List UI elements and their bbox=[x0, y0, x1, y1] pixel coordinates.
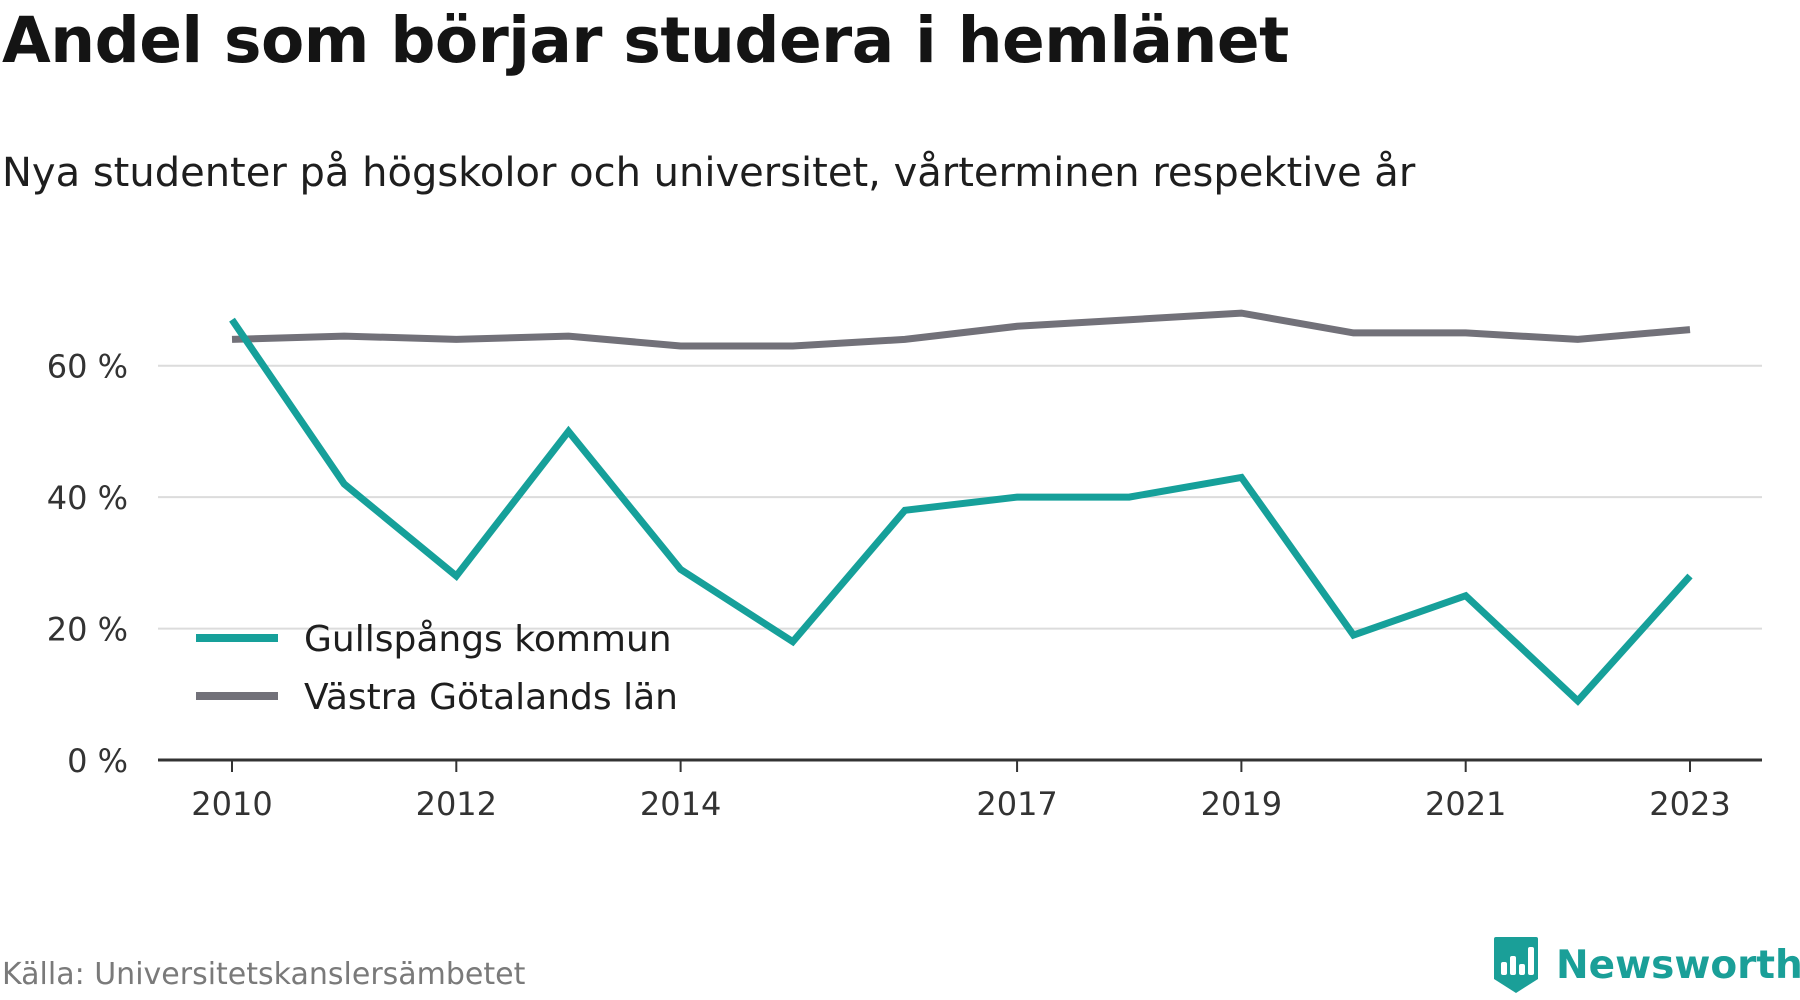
x-tick-label: 2010 bbox=[191, 785, 272, 823]
brand-logo: Newsworthy bbox=[1492, 935, 1800, 995]
y-tick-label: 60 % bbox=[47, 348, 128, 386]
chart-title: Andel som börjar studera i hemlänet bbox=[2, 4, 1289, 77]
series-lines bbox=[229, 309, 1693, 706]
legend-label: Gullspångs kommun bbox=[304, 619, 672, 660]
y-axis-tick-labels: 0 % 20 % 40 % 60 % bbox=[47, 348, 128, 780]
brand-name: Newsworthy bbox=[1556, 942, 1800, 988]
x-axis-ticks: 2010 2012 2014 2017 2019 2021 2023 bbox=[191, 760, 1731, 823]
y-tick-label: 0 % bbox=[67, 742, 128, 780]
legend: Gullspångs kommun Västra Götalands län bbox=[196, 619, 678, 718]
source-note: Källa: Universitetskanslersämbetet bbox=[2, 957, 526, 992]
x-tick-label: 2012 bbox=[416, 785, 497, 823]
y-tick-label: 40 % bbox=[47, 479, 128, 517]
x-tick-label: 2014 bbox=[640, 785, 721, 823]
x-tick-label: 2017 bbox=[976, 785, 1057, 823]
grid-lines bbox=[158, 364, 1762, 630]
series-line-1 bbox=[229, 317, 1693, 706]
x-tick-label: 2021 bbox=[1425, 785, 1506, 823]
x-tick-label: 2019 bbox=[1201, 785, 1282, 823]
newsworthy-logo-icon bbox=[1494, 937, 1538, 993]
chart-subtitle: Nya studenter på högskolor och universit… bbox=[2, 150, 1416, 196]
legend-label: Västra Götalands län bbox=[304, 677, 678, 718]
x-tick-label: 2023 bbox=[1649, 785, 1730, 823]
y-tick-label: 20 % bbox=[47, 611, 128, 649]
series-line-2 bbox=[231, 309, 1691, 350]
